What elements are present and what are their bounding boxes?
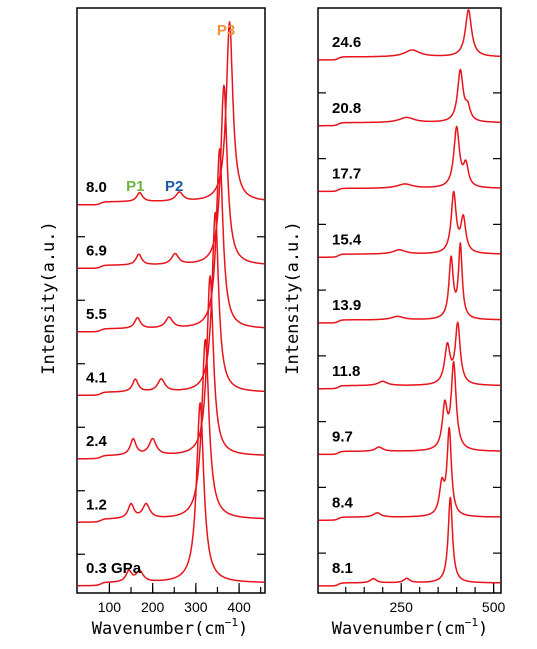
spectrum-9.7 xyxy=(318,360,501,456)
right-panel: 250 500 8.1 8.4 9.7 11.8 13.9 15.4 17.7 20.8 24.6… xyxy=(283,7,506,639)
left-y-axis-title: Intensity(a.u.) xyxy=(39,221,59,375)
spectrum-label: 4.1 xyxy=(86,370,107,387)
left-x-axis-title: Wavenumber(cm−1) xyxy=(92,616,249,639)
spectrum-8.0 xyxy=(77,21,265,206)
right-plot-frame xyxy=(317,7,502,594)
spectrum-label: 5.5 xyxy=(86,306,107,323)
peak-label-p2: P2 xyxy=(165,178,183,195)
spectrum-6.9 xyxy=(77,84,265,270)
spectrum-8.4 xyxy=(318,426,501,521)
spectrum-label: 1.2 xyxy=(86,497,107,514)
x-tick-label: 400 xyxy=(227,599,251,615)
right-x-axis-title: Wavenumber(cm−1) xyxy=(332,616,489,639)
spectrum-5.5 xyxy=(77,148,265,333)
left-peak-labels: P1 P2 P3 xyxy=(126,22,235,195)
spectrum-label: 8.1 xyxy=(332,560,353,577)
spectrum-label: 0.3 GPa xyxy=(86,560,142,577)
spectrum-label: 20.8 xyxy=(332,100,361,117)
x-tick-label: 100 xyxy=(98,599,122,615)
spectrum-label: 13.9 xyxy=(332,297,361,314)
peak-label-p3: P3 xyxy=(217,22,235,39)
x-tick-label: 200 xyxy=(141,599,165,615)
x-tick-label: 250 xyxy=(390,599,414,615)
left-panel: 100 200 300 400 0.3 GPa 1.2 2.4 4.1 5.5 6.9 8.0 P… xyxy=(39,7,266,639)
spectrum-8.1 xyxy=(318,496,501,587)
spectrum-11.8 xyxy=(318,321,501,390)
spectrum-17.7 xyxy=(318,125,501,193)
spectrum-label: 24.6 xyxy=(332,34,361,51)
spectrum-label: 6.9 xyxy=(86,243,107,260)
spectrum-label: 2.4 xyxy=(86,433,108,450)
spectrum-0.3-GPa xyxy=(77,402,265,587)
spectrum-15.4 xyxy=(318,190,501,258)
spectrum-label: 8.0 xyxy=(86,179,107,196)
left-spectrum-labels: 0.3 GPa 1.2 2.4 4.1 5.5 6.9 8.0 xyxy=(86,179,142,577)
right-x-ticks: 250 500 xyxy=(345,583,506,615)
spectrum-24.6 xyxy=(318,9,501,61)
left-x-ticks: 100 200 300 400 xyxy=(98,583,262,615)
spectrum-2.4 xyxy=(77,275,265,460)
peak-label-p1: P1 xyxy=(126,178,144,195)
x-tick-label: 300 xyxy=(184,599,208,615)
spectrum-1.2 xyxy=(77,338,265,523)
right-spectrum-labels: 8.1 8.4 9.7 11.8 13.9 15.4 17.7 20.8 24.6 xyxy=(332,34,362,577)
spectrum-label: 8.4 xyxy=(332,494,354,511)
left-y-ticks xyxy=(77,236,265,555)
spectrum-4.1 xyxy=(77,211,265,397)
right-y-ticks xyxy=(318,92,501,554)
spectrum-label: 11.8 xyxy=(332,363,360,380)
spectrum-20.8 xyxy=(318,68,501,127)
right-y-axis-title: Intensity(a.u.) xyxy=(283,221,303,375)
right-spectra xyxy=(318,9,501,587)
left-spectra xyxy=(77,21,265,587)
spectrum-13.9 xyxy=(318,242,501,324)
x-tick-label: 500 xyxy=(482,599,506,615)
spectrum-label: 17.7 xyxy=(332,166,361,183)
spectrum-label: 15.4 xyxy=(332,231,362,248)
spectrum-label: 9.7 xyxy=(332,429,353,446)
